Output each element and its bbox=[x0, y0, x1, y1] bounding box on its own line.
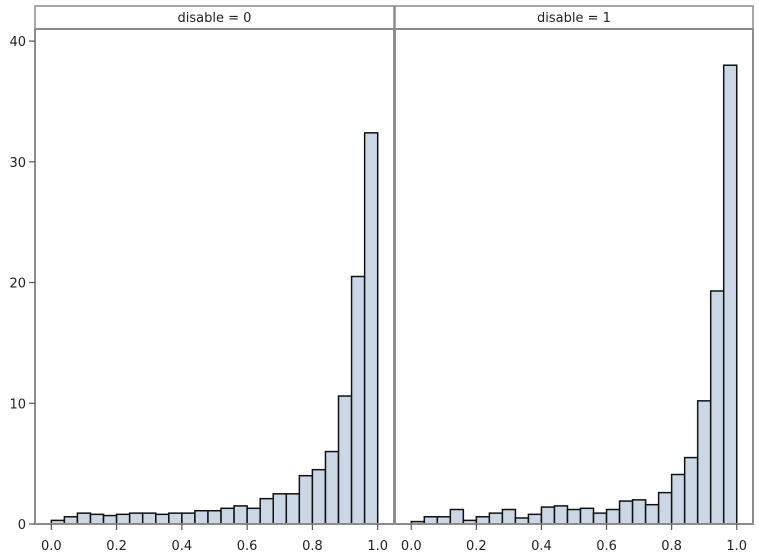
histogram-bar bbox=[644, 503, 660, 525]
x-tick-label: 0.0 bbox=[41, 539, 62, 554]
histogram-bar bbox=[618, 500, 634, 525]
panel-frame bbox=[394, 28, 754, 525]
x-tick-label: 0.8 bbox=[661, 539, 682, 554]
x-tick-label: 0.6 bbox=[237, 539, 258, 554]
x-tick-label: 1.0 bbox=[726, 539, 747, 554]
histogram-bar bbox=[501, 508, 517, 525]
histogram-bar bbox=[670, 473, 686, 525]
histogram-bar bbox=[566, 508, 582, 525]
y-tick-label: 40 bbox=[9, 35, 26, 50]
histogram-bar bbox=[605, 508, 621, 525]
histogram-bar bbox=[128, 512, 144, 525]
y-tick-label: 30 bbox=[9, 156, 26, 171]
histogram-bar bbox=[709, 290, 725, 525]
y-tick-label: 20 bbox=[9, 277, 26, 292]
y-tick-label: 0 bbox=[18, 518, 26, 533]
histogram-bar bbox=[168, 512, 183, 525]
histogram-bar bbox=[363, 132, 379, 525]
histogram-bar bbox=[89, 513, 105, 525]
x-tick-label: 0.6 bbox=[596, 539, 617, 554]
histogram-bar bbox=[324, 450, 340, 525]
x-tick-label: 0.4 bbox=[172, 539, 193, 554]
histogram-bar bbox=[272, 493, 288, 525]
histogram-bar bbox=[298, 474, 314, 525]
histogram-bar bbox=[423, 516, 439, 525]
histogram-bar bbox=[337, 395, 353, 525]
histogram-bar bbox=[657, 491, 673, 525]
histogram-bar bbox=[449, 508, 465, 525]
facet-panel-0: disable = 0 0.0 0.2 0.4 0.6 0.8 1.0 bbox=[34, 5, 395, 554]
x-tick-label: 0.2 bbox=[106, 539, 127, 554]
histogram-bar bbox=[155, 513, 170, 525]
axis-layer: 0 10 20 30 40 bbox=[9, 35, 35, 533]
histogram-bar bbox=[553, 505, 569, 525]
histogram-bar bbox=[115, 513, 131, 525]
histogram-bar bbox=[285, 493, 301, 525]
histogram-bar bbox=[350, 275, 366, 525]
facet-strip-label: disable = 1 bbox=[537, 11, 611, 26]
histogram-bar bbox=[181, 512, 196, 525]
facet-panel-1: disable = 1 0.0 0.2 0.4 0.6 0.8 1.0 bbox=[394, 5, 754, 554]
facet-strip-label: disable = 0 bbox=[178, 11, 252, 26]
histogram-bar bbox=[259, 497, 274, 525]
histogram-bar bbox=[76, 512, 92, 525]
histogram-bar bbox=[102, 514, 118, 525]
x-tick-label: 0.0 bbox=[401, 539, 422, 554]
histogram-bar bbox=[141, 512, 157, 525]
y-tick-label: 10 bbox=[9, 397, 26, 412]
histogram-bar bbox=[475, 516, 491, 525]
histogram-bar bbox=[488, 512, 504, 525]
histogram-bar bbox=[233, 505, 248, 525]
histogram-bar bbox=[683, 456, 699, 525]
x-tick-label: 0.8 bbox=[302, 539, 323, 554]
histogram-bar bbox=[631, 499, 647, 525]
histogram-bar bbox=[63, 516, 79, 525]
histogram-bar bbox=[579, 507, 595, 525]
histogram-bar bbox=[592, 512, 608, 525]
histogram-bar bbox=[696, 400, 712, 525]
histogram-bar bbox=[722, 64, 738, 525]
x-tick-label: 0.2 bbox=[466, 539, 487, 554]
x-tick-label: 0.4 bbox=[531, 539, 552, 554]
histogram-bar bbox=[311, 468, 327, 525]
histogram-bar bbox=[436, 516, 452, 525]
x-tick-label: 1.0 bbox=[367, 539, 388, 554]
histogram-bar bbox=[246, 507, 261, 525]
histogram-bar bbox=[527, 513, 543, 525]
histogram-bar bbox=[194, 509, 209, 525]
histogram-bar bbox=[540, 506, 556, 525]
histogram-bar bbox=[220, 507, 235, 525]
histogram-bar bbox=[207, 509, 222, 525]
